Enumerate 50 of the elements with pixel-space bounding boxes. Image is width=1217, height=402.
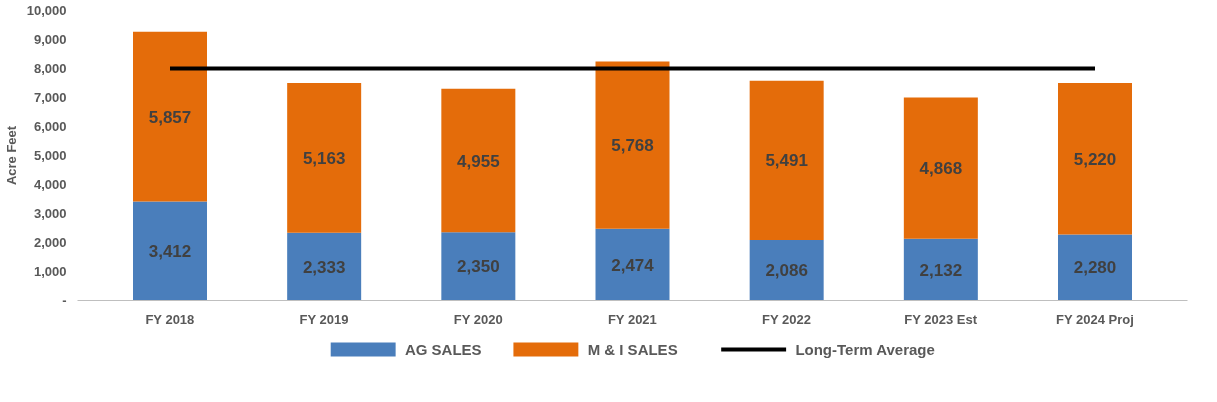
bar — [595, 228, 670, 301]
x-tick-label: FY 2018 — [145, 311, 195, 327]
y-tick-label: - — [62, 293, 67, 308]
data-label: 2,086 — [765, 261, 808, 281]
x-tick-label: FY 2024 Proj — [1055, 311, 1134, 327]
legend-label: Long-Term Average — [795, 341, 935, 358]
y-tick-label: 4,000 — [33, 177, 67, 192]
bar — [441, 88, 516, 233]
bar — [903, 97, 978, 239]
data-label: 5,491 — [765, 151, 808, 171]
data-label: 5,220 — [1073, 149, 1117, 169]
y-tick-label: 9,000 — [33, 32, 67, 47]
bar — [133, 201, 207, 301]
y-tick-label: 7,000 — [33, 90, 67, 105]
data-label: 5,163 — [302, 148, 346, 168]
bar — [133, 31, 207, 202]
bar — [441, 232, 516, 301]
bar — [903, 238, 978, 301]
legend-label: M & I SALES — [587, 341, 678, 358]
bar — [749, 240, 824, 301]
bar — [287, 83, 362, 233]
x-tick-label: FY 2020 — [453, 311, 503, 327]
y-tick-label: 2,000 — [33, 235, 67, 250]
y-tick-label: 3,000 — [33, 206, 67, 221]
data-label: 2,350 — [457, 257, 500, 277]
data-label: 5,768 — [611, 136, 654, 156]
x-tick-label: FY 2019 — [299, 311, 349, 327]
y-axis-title: Acre Feet — [3, 125, 19, 186]
data-label: 3,412 — [148, 242, 192, 262]
y-tick-label: 1,000 — [33, 264, 67, 279]
y-tick-label: 10,000 — [26, 3, 67, 18]
data-label: 4,868 — [919, 159, 963, 179]
bar — [595, 61, 670, 229]
bar — [287, 232, 362, 301]
y-tick-label: 6,000 — [33, 119, 67, 134]
bar — [749, 80, 824, 241]
y-tick-label: 8,000 — [33, 61, 67, 76]
x-tick-label: FY 2022 — [762, 311, 812, 327]
data-label: 2,132 — [919, 260, 963, 280]
data-label: 2,333 — [302, 257, 346, 277]
y-tick-label: 5,000 — [33, 148, 67, 163]
data-label: 5,857 — [148, 107, 192, 127]
bar — [1058, 83, 1132, 235]
x-tick-label: FY 2023 Est — [904, 311, 978, 327]
data-label: 2,280 — [1073, 258, 1117, 278]
x-tick-label: FY 2021 — [607, 311, 657, 327]
bar — [1058, 234, 1132, 301]
data-label: 4,955 — [457, 151, 500, 171]
legend-label: AG SALES — [404, 341, 482, 358]
data-label: 2,474 — [611, 255, 655, 275]
